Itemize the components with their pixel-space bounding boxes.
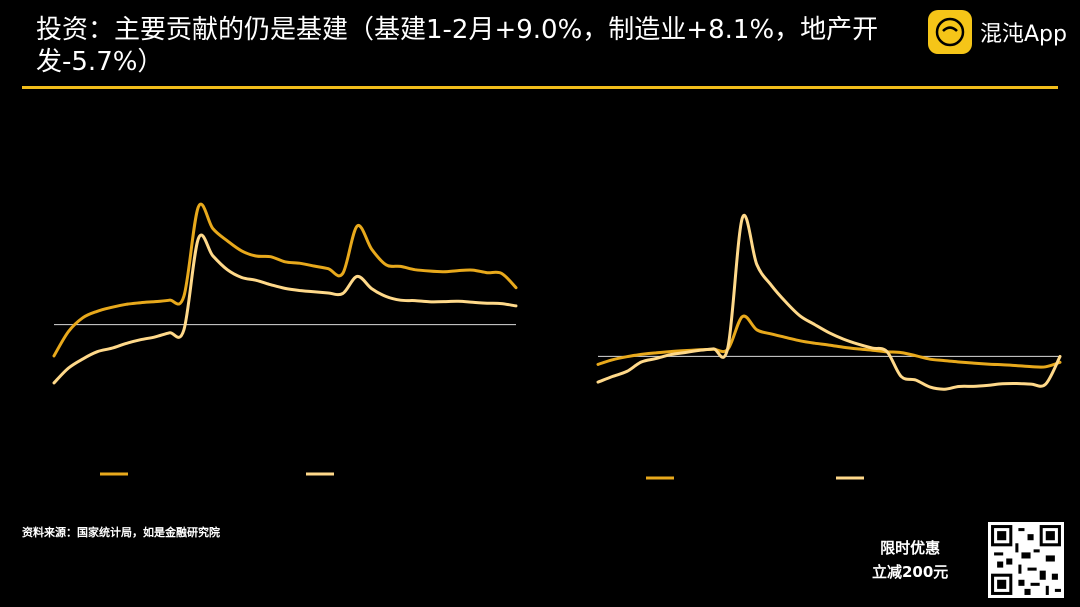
series-line-2 xyxy=(596,213,1062,391)
series-line-1 xyxy=(596,314,1062,369)
source-note: 资料来源：国家统计局，如是金融研究院 xyxy=(22,526,220,539)
smile-logo-icon xyxy=(928,10,972,54)
promo-line-1: 限时优惠 xyxy=(880,539,941,557)
manufacturing-investment-chart xyxy=(52,202,518,476)
brand[interactable]: 混沌App xyxy=(928,10,1067,54)
series-line-1 xyxy=(52,202,518,358)
header-divider xyxy=(22,86,1058,89)
qr-code-icon[interactable] xyxy=(988,522,1064,598)
promo-button[interactable]: 限时优惠 立减200元 xyxy=(872,536,948,584)
series-line-2 xyxy=(52,233,518,385)
page-title: 投资：主要贡献的仍是基建（基建1-2月+9.0%，制造业+8.1%，地产开发-5… xyxy=(36,15,879,77)
brand-name: 混沌App xyxy=(980,22,1067,47)
real-estate-investment-chart xyxy=(596,213,1062,480)
promo-line-2: 立减200元 xyxy=(872,563,949,581)
